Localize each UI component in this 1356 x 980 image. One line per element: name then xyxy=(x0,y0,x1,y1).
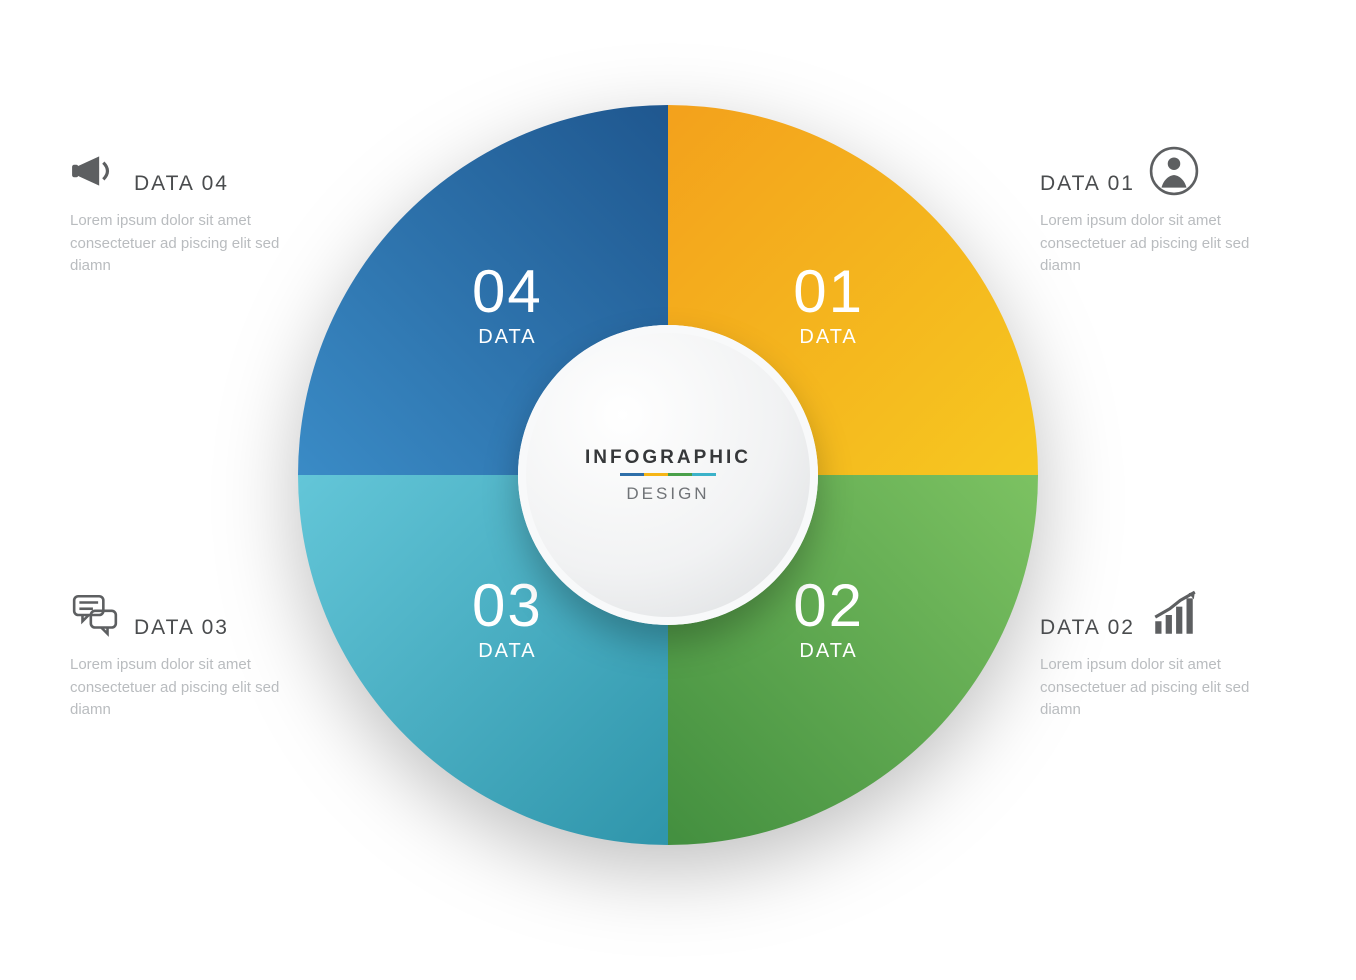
callout-01-body: Lorem ipsum dolor sit amet consectetuer … xyxy=(1040,210,1270,278)
infographic-stage: 01 DATA 02 DATA 03 DATA 04 DATA INFOGRAP… xyxy=(0,0,1356,980)
center-title: INFOGRAPHIC xyxy=(585,447,751,469)
callout-04-title: DATA 04 xyxy=(134,172,229,196)
center-subtitle: DESIGN xyxy=(626,484,709,504)
callout-03-body: Lorem ipsum dolor sit amet consectetuer … xyxy=(70,654,300,722)
callout-04-body: Lorem ipsum dolor sit amet consectetuer … xyxy=(70,210,300,278)
megaphone-icon xyxy=(70,146,120,196)
callout-03: DATA 03 Lorem ipsum dolor sit amet conse… xyxy=(70,590,300,722)
callout-02-title: DATA 02 xyxy=(1040,616,1135,640)
growth-chart-icon xyxy=(1149,590,1199,640)
callout-03-title: DATA 03 xyxy=(134,616,229,640)
callout-01-title: DATA 01 xyxy=(1040,172,1135,196)
center-underline xyxy=(620,473,716,476)
quadrant-wheel: 01 DATA 02 DATA 03 DATA 04 DATA INFOGRAP… xyxy=(298,105,1038,845)
chat-bubbles-icon xyxy=(70,590,120,640)
callout-01: DATA 01 Lorem ipsum dolor sit amet conse… xyxy=(1040,146,1270,278)
center-disc: INFOGRAPHIC DESIGN xyxy=(518,325,818,625)
callout-02-body: Lorem ipsum dolor sit amet consectetuer … xyxy=(1040,654,1270,722)
person-circle-icon xyxy=(1149,146,1199,196)
callout-04: DATA 04 Lorem ipsum dolor sit amet conse… xyxy=(70,146,300,278)
callout-02: DATA 02 Lorem ipsum dolor sit amet conse… xyxy=(1040,590,1270,722)
